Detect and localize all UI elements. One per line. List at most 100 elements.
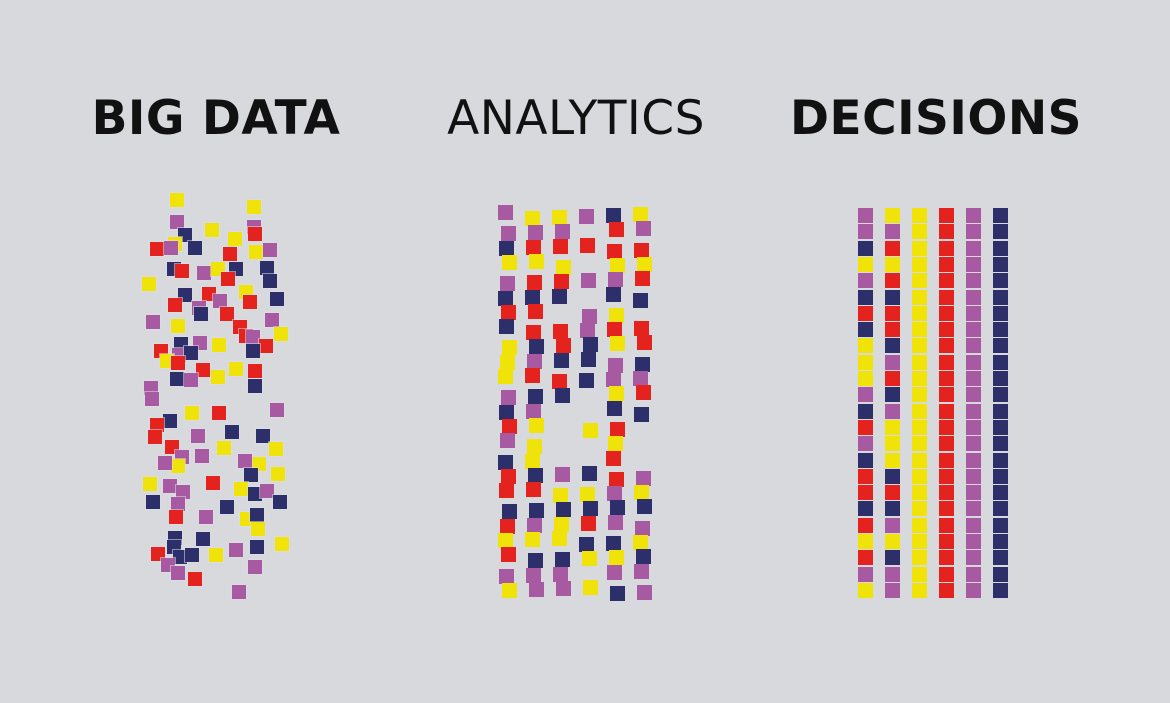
data-square — [526, 567, 541, 583]
data-square — [858, 387, 873, 403]
data-square — [885, 517, 900, 533]
data-square — [499, 483, 514, 499]
data-square — [529, 503, 544, 519]
data-square — [185, 406, 199, 420]
data-square — [607, 400, 622, 416]
data-square — [249, 245, 263, 259]
data-square — [528, 225, 543, 241]
data-square — [912, 338, 927, 354]
data-square — [858, 224, 873, 240]
data-square — [501, 468, 516, 484]
data-square — [606, 536, 621, 551]
data-square — [528, 553, 543, 569]
data-square — [583, 337, 598, 353]
data-square — [858, 501, 873, 517]
data-square — [581, 351, 596, 367]
data-square — [554, 516, 569, 532]
data-square — [171, 459, 185, 473]
data-square — [583, 579, 598, 595]
data-square — [259, 339, 273, 353]
data-square — [500, 276, 515, 292]
data-square — [554, 274, 569, 290]
data-square — [912, 305, 927, 321]
data-square — [912, 419, 927, 435]
data-square — [885, 436, 900, 452]
data-square — [185, 548, 199, 562]
data-square — [265, 313, 279, 327]
data-square — [966, 403, 981, 419]
data-square — [966, 338, 981, 354]
data-square — [993, 240, 1008, 256]
data-square — [555, 552, 570, 568]
data-square — [499, 404, 514, 420]
data-square — [247, 200, 261, 214]
data-square — [885, 468, 900, 484]
data-square — [633, 371, 648, 386]
data-square — [858, 582, 873, 598]
analytics-columns-panel — [498, 205, 652, 601]
data-square — [580, 487, 595, 503]
data-square — [609, 307, 624, 323]
data-square — [939, 208, 954, 223]
data-square — [229, 543, 243, 557]
data-square — [939, 452, 954, 468]
data-square — [502, 504, 517, 520]
data-square — [498, 454, 513, 470]
data-square — [966, 224, 981, 240]
data-square — [966, 436, 981, 452]
data-square — [912, 240, 927, 256]
data-square — [171, 319, 185, 333]
data-square — [553, 488, 568, 504]
data-square — [606, 372, 621, 387]
data-square — [225, 425, 239, 439]
data-square — [912, 256, 927, 272]
data-square — [939, 501, 954, 517]
data-square — [556, 502, 571, 518]
data-square — [993, 452, 1008, 468]
data-square — [966, 550, 981, 566]
data-square — [885, 550, 900, 566]
data-square — [636, 549, 651, 565]
data-square — [528, 467, 543, 483]
data-square — [885, 240, 900, 256]
data-square — [606, 286, 621, 302]
data-square — [939, 322, 954, 338]
data-square — [634, 406, 649, 422]
data-square — [885, 582, 900, 598]
data-square — [993, 517, 1008, 533]
data-square — [145, 392, 159, 406]
data-square — [158, 456, 172, 470]
data-square — [498, 290, 513, 306]
data-square — [171, 356, 185, 370]
data-square — [580, 323, 595, 339]
data-square — [526, 482, 541, 498]
data-square — [150, 418, 164, 432]
data-square — [637, 584, 652, 600]
data-square — [552, 288, 567, 304]
data-square — [635, 520, 650, 536]
data-square — [229, 362, 243, 376]
data-square — [885, 305, 900, 321]
data-square — [858, 289, 873, 305]
data-square — [993, 550, 1008, 566]
data-square — [993, 566, 1008, 582]
data-square — [939, 305, 954, 321]
data-square — [199, 510, 213, 524]
data-square — [223, 247, 237, 261]
data-square — [858, 517, 873, 533]
data-square — [209, 548, 223, 562]
data-square — [912, 582, 927, 598]
data-square — [212, 338, 226, 352]
title-big-data: BIG DATA — [91, 91, 341, 146]
data-square — [966, 289, 981, 305]
data-square — [993, 419, 1008, 435]
data-square — [912, 452, 927, 468]
data-square — [966, 354, 981, 370]
data-square — [608, 436, 623, 452]
data-square — [885, 338, 900, 354]
data-square — [939, 289, 954, 305]
title-decisions: DECISIONS — [789, 91, 1083, 146]
data-square — [525, 211, 540, 226]
data-square — [637, 499, 652, 515]
data-square — [142, 277, 156, 291]
